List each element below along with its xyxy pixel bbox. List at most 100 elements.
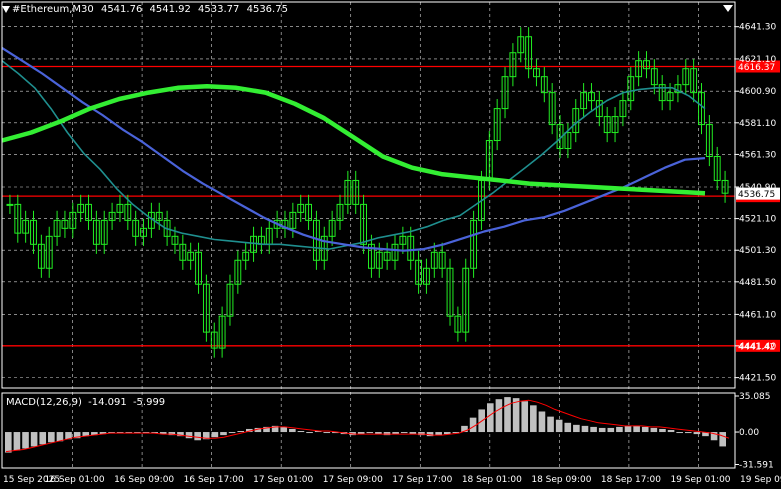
macd-bar [125,432,133,434]
macd-tick-label: 0.00 [739,428,759,438]
symbol-menu-icon[interactable] [2,6,10,13]
macd-bar [555,419,563,433]
macd-bar [487,403,494,433]
price-tick-label: 4641.30 [739,23,776,33]
current-price-label: 4536.75 [738,190,775,200]
candle-body [540,76,548,94]
candle-body [454,315,462,333]
time-label: 16 Sep 01:00 [45,475,105,485]
macd-bar [314,431,322,433]
candle-body [305,203,312,221]
candle-body [383,251,391,261]
candle-body [218,315,226,349]
macd-bar [220,432,227,436]
candle-body [470,219,478,269]
candle-body [399,235,407,245]
candle-body [100,219,108,245]
macd-bar [73,432,81,439]
macd-bar [332,432,339,434]
candle-body [289,211,297,229]
chart-shift-icon[interactable] [723,5,733,12]
macd-bar [246,428,253,433]
time-label: 17 Sep 17:00 [392,475,452,485]
macd-bar [65,432,72,440]
low-value: 4533.77 [198,4,240,15]
open-value: 4541.76 [100,4,143,15]
macd-bar [702,432,709,437]
candle-body [517,36,525,54]
macd-bar [693,432,701,435]
macd-bar [598,427,606,433]
current-price-badge [736,187,780,200]
close-value: 4536.75 [246,4,288,15]
time-label: 16 Sep 09:00 [114,475,174,485]
time-label: 17 Sep 01:00 [253,475,313,485]
candle-body [61,219,69,229]
candle-body [430,251,438,269]
macd-bar [168,432,176,436]
macd-bar [418,432,425,436]
macd-bar [616,426,623,433]
macd-bar [564,422,572,433]
candle-body [438,251,446,269]
candle-body [548,92,556,126]
macd-bar [676,432,683,434]
macd-bar [547,416,554,433]
macd-bar [151,432,158,434]
macd-bar [22,432,29,449]
macd-bar [297,431,305,433]
candle-body [391,243,399,261]
candle-body [22,219,30,234]
candle-body [721,179,729,194]
candle-body [344,179,352,205]
candle-body [501,76,509,110]
macd-bar [530,405,537,433]
candle-body [108,211,116,221]
price-tick-label: 4600.90 [739,87,776,97]
price-tick-label: 4521.10 [739,215,776,225]
macd-bar [641,426,649,433]
macd-bar [409,432,417,435]
level-label: 4616.37 [738,63,775,73]
macd-bar [56,432,64,442]
macd-bar [667,429,675,433]
chart-header: #Ethereum,M30 4541.76 4541.92 4533.77 45… [6,4,292,15]
macd-bar [134,432,141,434]
time-label: 17 Sep 09:00 [323,475,383,485]
candle-body [690,68,698,94]
macd-bar [280,426,288,433]
candle-body [195,251,202,285]
candle-body [525,36,533,70]
candle-body [564,132,572,150]
macd-bar [573,424,580,433]
macd-bar [512,398,520,433]
candle-body [423,267,430,285]
candle-body [6,203,14,206]
macd-tick-label: 35.085 [739,392,771,402]
candle-body [140,227,147,237]
macd-bar [392,432,399,435]
macd-bar [469,417,477,433]
macd-bar [581,425,589,433]
candle-body [462,267,470,333]
macd-bar [177,432,184,437]
macd-main-value: -14.091 [88,397,127,408]
price-tick-label: 4540.90 [739,183,776,193]
candle-body [202,283,210,333]
candle-body [580,92,588,110]
macd-bar [684,432,692,434]
candle-body [210,331,218,349]
level-label: 4441.42 [738,342,775,352]
ma-mid-line [1,46,706,252]
candle-body [226,283,234,317]
macd-bar [607,427,615,433]
macd-bar [116,432,124,434]
price-frame [1,1,736,389]
time-label: 19 Sep 09:00 [740,475,781,485]
time-label: 15 Sep 2025 [3,475,60,485]
candle-body [171,235,179,245]
candle-body [155,211,163,221]
level-badge [736,339,780,352]
